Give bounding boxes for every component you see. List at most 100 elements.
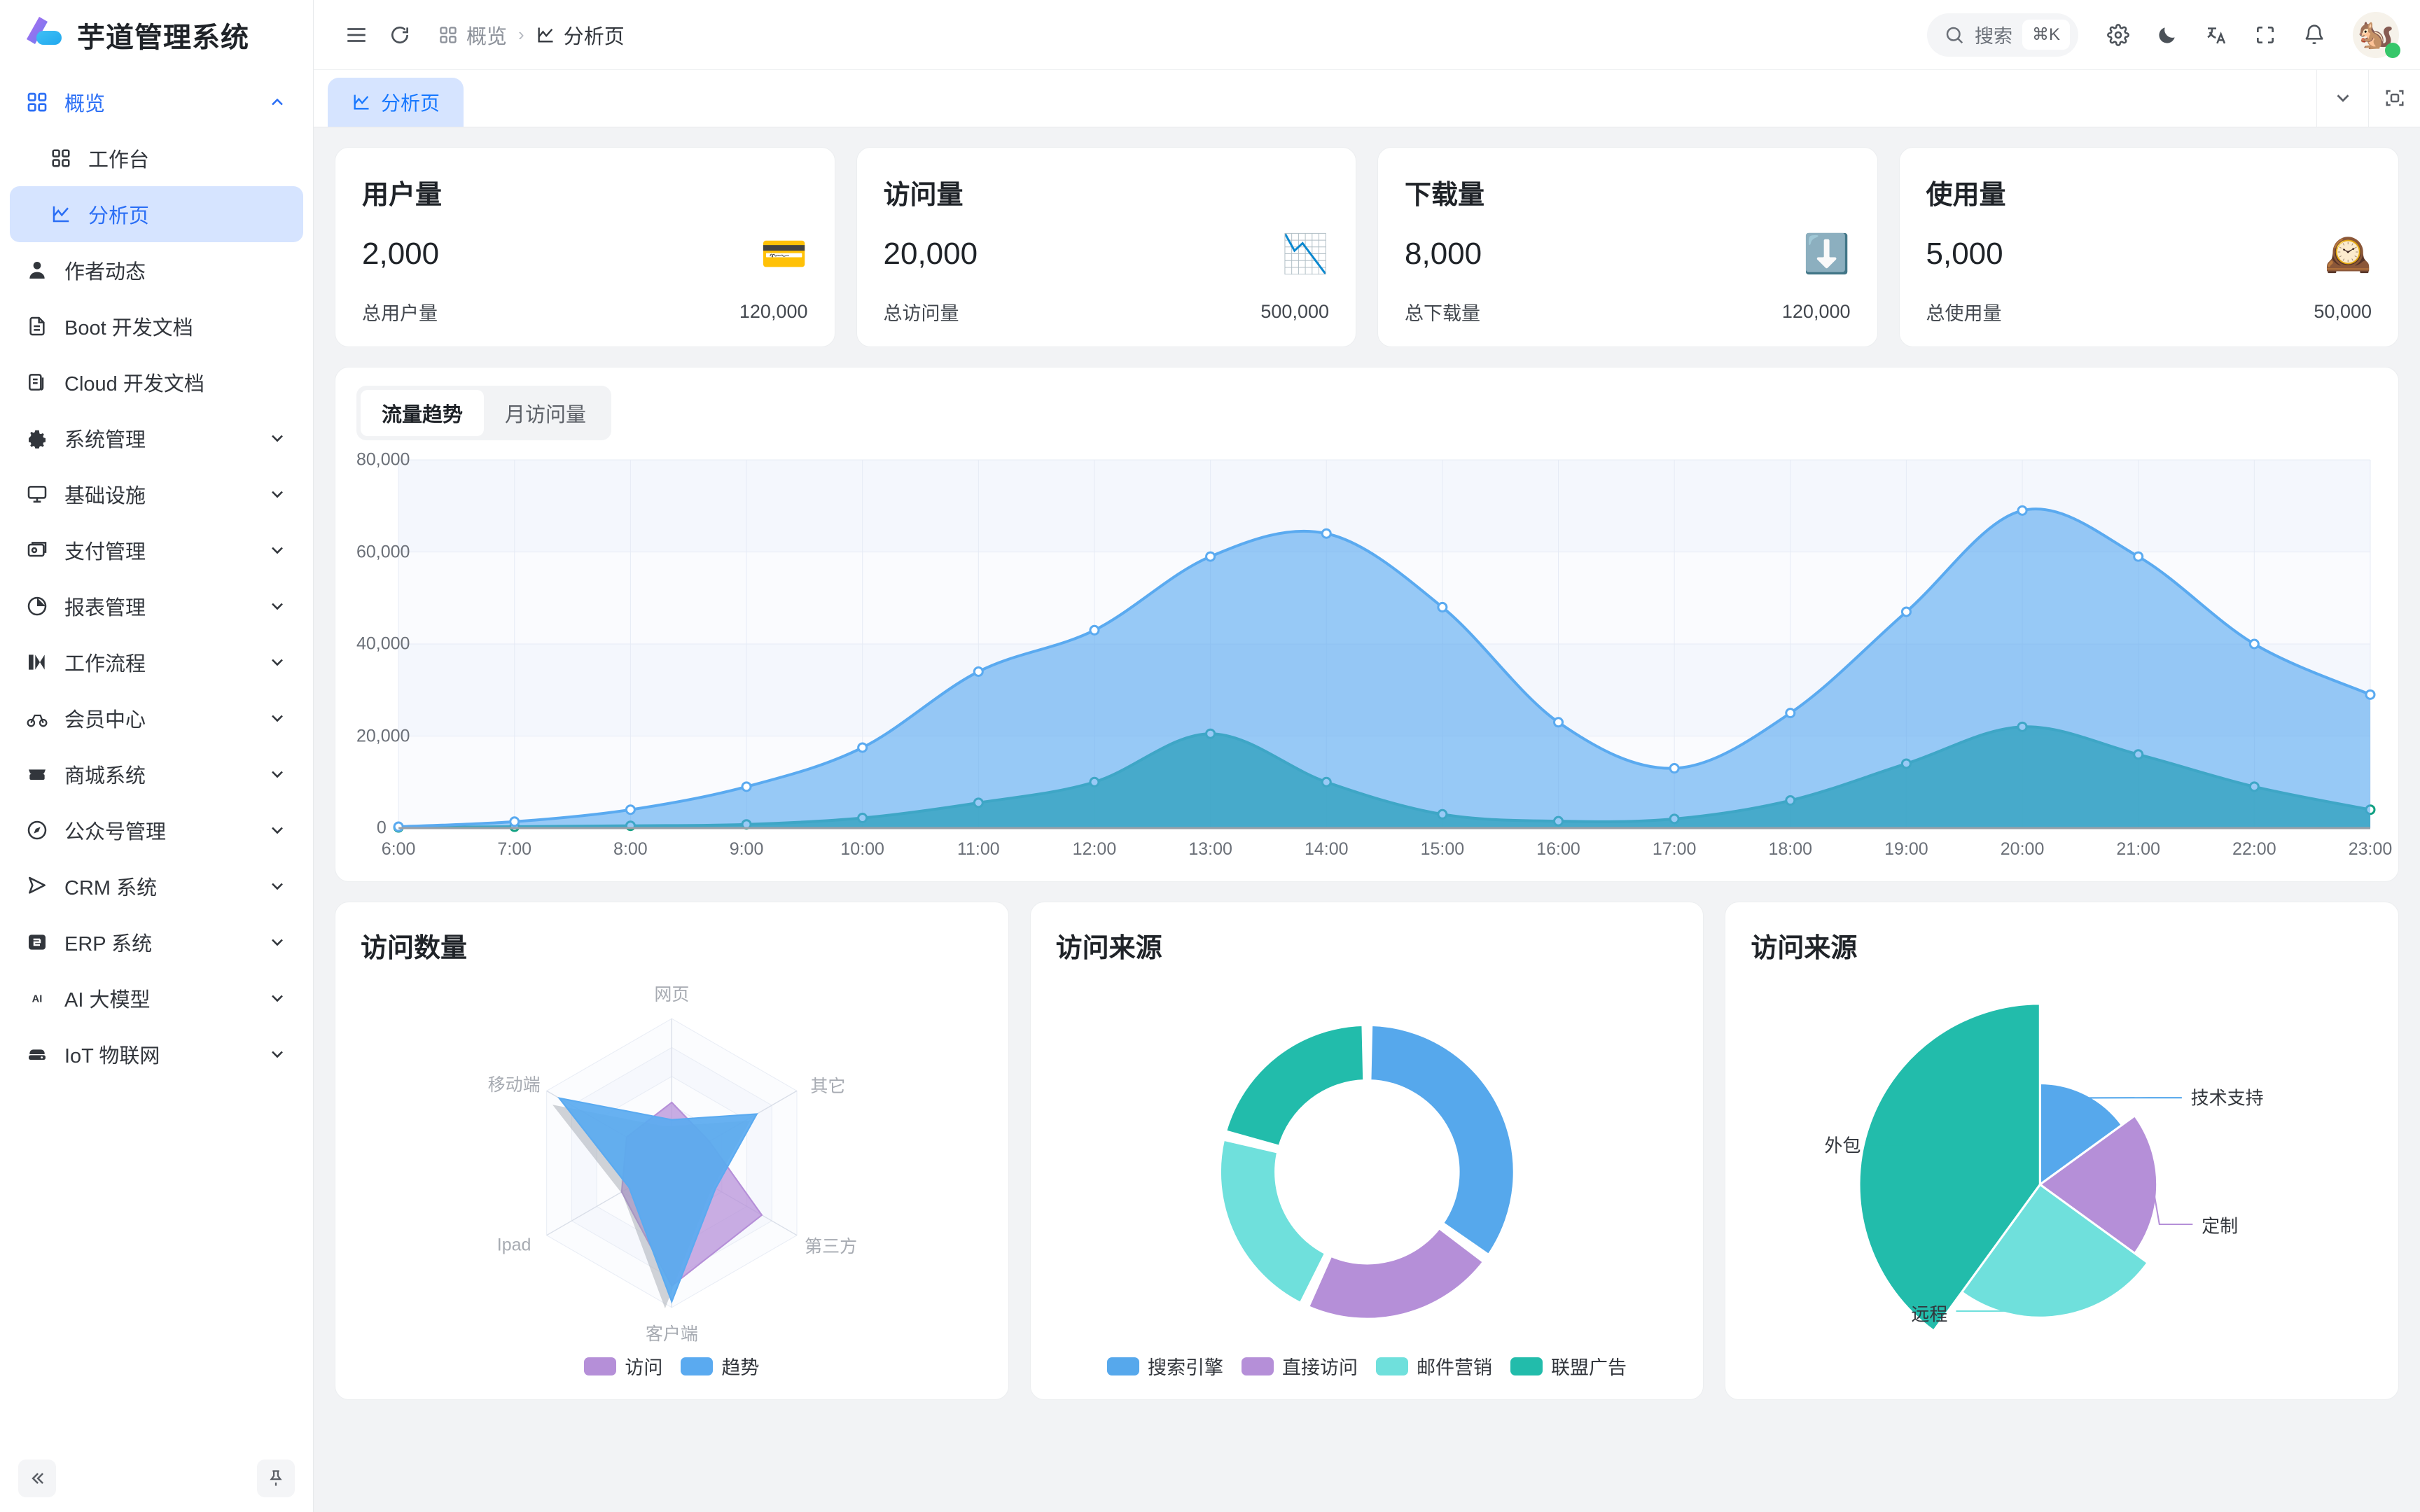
legend-label: 搜索引擎 bbox=[1148, 1357, 1223, 1379]
document-icon bbox=[25, 314, 49, 338]
chevron-down-icon bbox=[2332, 88, 2353, 108]
tab-more-button[interactable] bbox=[2316, 69, 2368, 127]
legend-item[interactable]: 邮件营销 bbox=[1376, 1352, 1492, 1380]
radar-chart-body: 网页 其它 第三方 客户端 Ipad 移动端 bbox=[361, 965, 983, 1350]
x-axis-tick: 17:00 bbox=[1652, 839, 1697, 859]
credit-card-icon: 💳 bbox=[760, 233, 808, 275]
visit-source-rose-card: 访问来源 技术支持 定制 远程 外包 bbox=[1725, 902, 2400, 1400]
clock-icon: 🕰️ bbox=[2324, 233, 2372, 275]
chevron-down-icon bbox=[267, 820, 288, 841]
chevron-down-icon bbox=[267, 708, 288, 729]
sidebar-item-author-feed[interactable]: 作者动态 bbox=[10, 242, 303, 298]
sidebar-item-workflow[interactable]: 工作流程 bbox=[10, 634, 303, 690]
fullscreen-button[interactable] bbox=[2244, 13, 2287, 57]
breadcrumb-item-analytics[interactable]: 分析页 bbox=[536, 20, 625, 50]
sidebar-item-system-management[interactable]: 系统管理 bbox=[10, 410, 303, 466]
stat-foot-value: 120,000 bbox=[739, 301, 808, 322]
y-axis-tick: 0 bbox=[376, 818, 387, 838]
search-input[interactable]: 搜索 ⌘K bbox=[1926, 13, 2078, 57]
sidebar-item-iot[interactable]: IoT 物联网 bbox=[10, 1026, 303, 1082]
sidebar-item-analytics[interactable]: 分析页 bbox=[10, 186, 303, 242]
sidebar-item-cloud-docs[interactable]: Cloud 开发文档 bbox=[10, 354, 303, 410]
sidebar-item-erp-system[interactable]: ERP 系统 bbox=[10, 914, 303, 970]
stat-main-row: 5,000 🕰️ bbox=[1926, 235, 2372, 273]
donut-legend: 搜索引擎 直接访问 邮件营销 联盟广告 bbox=[1056, 1350, 1678, 1380]
sidebar-collapse-button[interactable] bbox=[18, 1460, 56, 1497]
x-axis-tick: 9:00 bbox=[729, 839, 764, 859]
legend-item[interactable]: 趋势 bbox=[681, 1352, 759, 1380]
x-axis-tick: 15:00 bbox=[1420, 839, 1465, 859]
sidebar-item-mp-management[interactable]: 公众号管理 bbox=[10, 802, 303, 858]
sidebar-item-workbench[interactable]: 工作台 bbox=[10, 130, 303, 186]
page-content: 用户量 2,000 💳 总用户量 120,000 访问量 20,000 📉 bbox=[314, 127, 2420, 1512]
trend-tab-group: 流量趋势 月访问量 bbox=[356, 386, 612, 440]
settings-button[interactable] bbox=[2096, 13, 2140, 57]
y-axis-tick: 60,000 bbox=[356, 542, 410, 561]
radar-chart-svg bbox=[546, 1018, 798, 1309]
refresh-icon[interactable] bbox=[378, 13, 422, 57]
stat-title: 使用量 bbox=[1926, 181, 2006, 210]
donut-chart-svg bbox=[1216, 1021, 1517, 1322]
sidebar-item-infrastructure[interactable]: 基础设施 bbox=[10, 466, 303, 522]
stat-main-row: 2,000 💳 bbox=[362, 235, 808, 273]
stat-value: 8,000 bbox=[1405, 237, 1482, 271]
tab-analytics[interactable]: 分析页 bbox=[328, 78, 464, 127]
x-axis-tick: 14:00 bbox=[1304, 839, 1349, 859]
chevron-down-icon bbox=[267, 876, 288, 897]
notifications-button[interactable] bbox=[2293, 13, 2336, 57]
sidebar-item-crm-system[interactable]: CRM 系统 bbox=[10, 858, 303, 914]
y-axis-tick: 40,000 bbox=[356, 634, 410, 654]
yudao-logo-icon bbox=[24, 15, 63, 55]
x-axis-tick: 22:00 bbox=[2232, 839, 2276, 859]
grid-icon bbox=[25, 90, 49, 114]
sidebar-item-overview[interactable]: 概览 bbox=[10, 74, 303, 130]
gear-icon bbox=[2107, 23, 2129, 46]
trend-tab-traffic[interactable]: 流量趋势 bbox=[361, 390, 485, 436]
sidebar-pin-button[interactable] bbox=[257, 1460, 295, 1497]
sidebar-item-label: 分析页 bbox=[88, 205, 150, 227]
legend-swatch bbox=[1107, 1357, 1139, 1376]
traffic-trend-card: 流量趋势 月访问量 0 20,000 40,000 60,000 80,000 6:00 7… bbox=[335, 367, 2399, 882]
dark-mode-button[interactable] bbox=[2146, 13, 2189, 57]
monitor-icon bbox=[25, 482, 49, 506]
x-axis-tick: 12:00 bbox=[1072, 839, 1117, 859]
legend-item[interactable]: 直接访问 bbox=[1242, 1352, 1358, 1380]
svg-text:AI: AI bbox=[32, 993, 43, 1004]
send-icon bbox=[25, 874, 49, 898]
pin-icon bbox=[266, 1469, 286, 1488]
sidebar-item-boot-docs[interactable]: Boot 开发文档 bbox=[10, 298, 303, 354]
stat-foot-value: 50,000 bbox=[2314, 301, 2372, 322]
stat-title: 用户量 bbox=[362, 181, 443, 210]
visit-count-card: 访问数量 网页 其它 第三方 客户端 Ipad 移动端 访问 趋势 bbox=[335, 902, 1009, 1400]
sidebar-item-report-management[interactable]: 报表管理 bbox=[10, 578, 303, 634]
language-button[interactable] bbox=[2195, 13, 2238, 57]
legend-item[interactable]: 联盟广告 bbox=[1510, 1352, 1627, 1380]
legend-label: 邮件营销 bbox=[1417, 1357, 1492, 1379]
trend-tab-monthly[interactable]: 月访问量 bbox=[505, 404, 587, 426]
avatar[interactable]: 🐿️ bbox=[2353, 11, 2400, 58]
rose-chart-body: 技术支持 定制 远程 外包 bbox=[1751, 965, 2373, 1376]
legend-item[interactable]: 搜索引擎 bbox=[1107, 1352, 1223, 1380]
sidebar-item-ai-model[interactable]: AI AI 大模型 bbox=[10, 970, 303, 1026]
bottom-chart-row: 访问数量 网页 其它 第三方 客户端 Ipad 移动端 访问 趋势 bbox=[335, 902, 2400, 1400]
sidebar-item-label: 概览 bbox=[64, 93, 106, 115]
x-axis-tick: 23:00 bbox=[2348, 839, 2393, 859]
traffic-trend-chart: 0 20,000 40,000 60,000 80,000 6:00 7:00 8:00 9:0… bbox=[356, 450, 2392, 870]
sidebar-item-payment-management[interactable]: 支付管理 bbox=[10, 522, 303, 578]
sidebar-nav: 概览 工作台 分析页 bbox=[0, 70, 313, 1445]
sidebar-item-mall-system[interactable]: 商城系统 bbox=[10, 746, 303, 802]
sidebar-item-member-center[interactable]: 会员中心 bbox=[10, 690, 303, 746]
legend-item[interactable]: 访问 bbox=[584, 1352, 662, 1380]
bell-icon bbox=[2303, 24, 2325, 46]
ai-icon: AI bbox=[25, 986, 49, 1010]
grid-icon bbox=[49, 146, 73, 170]
x-axis-tick: 8:00 bbox=[613, 839, 648, 859]
breadcrumb-item-overview[interactable]: 概览 bbox=[438, 20, 507, 50]
logo-row[interactable]: 芋道管理系统 bbox=[0, 0, 313, 70]
pie-slice-label: 外包 bbox=[1824, 1135, 1861, 1156]
pie-slice-label: 远程 bbox=[1911, 1303, 1948, 1325]
server-icon bbox=[25, 1042, 49, 1066]
hamburger-menu-icon[interactable] bbox=[335, 13, 378, 57]
content-maximize-button[interactable] bbox=[2368, 69, 2420, 127]
card-title: 访问来源 bbox=[1055, 934, 1162, 963]
